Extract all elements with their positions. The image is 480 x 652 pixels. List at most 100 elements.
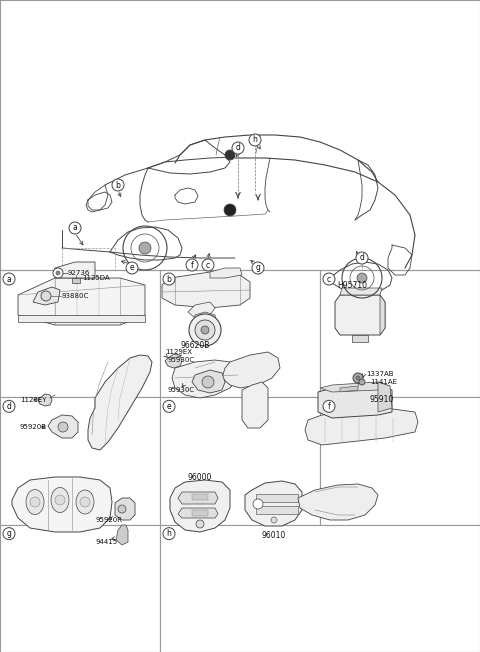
Circle shape bbox=[201, 326, 209, 334]
Circle shape bbox=[195, 320, 215, 340]
Circle shape bbox=[139, 242, 151, 254]
Polygon shape bbox=[340, 386, 358, 392]
Polygon shape bbox=[178, 508, 218, 518]
Polygon shape bbox=[188, 302, 215, 318]
Bar bbox=[0, 525, 160, 652]
Polygon shape bbox=[165, 354, 182, 368]
Text: 96000: 96000 bbox=[188, 473, 212, 482]
Text: g: g bbox=[7, 529, 12, 538]
Circle shape bbox=[112, 179, 124, 191]
Text: g: g bbox=[255, 263, 261, 273]
Polygon shape bbox=[48, 415, 78, 438]
Circle shape bbox=[118, 505, 126, 513]
Text: 95910: 95910 bbox=[370, 396, 394, 404]
Polygon shape bbox=[256, 506, 298, 514]
Text: e: e bbox=[130, 263, 134, 273]
Polygon shape bbox=[18, 315, 145, 322]
Circle shape bbox=[196, 520, 204, 528]
Polygon shape bbox=[192, 510, 208, 516]
Circle shape bbox=[232, 142, 244, 154]
Circle shape bbox=[359, 379, 365, 385]
Polygon shape bbox=[242, 382, 268, 428]
Circle shape bbox=[224, 204, 236, 216]
Text: f: f bbox=[191, 261, 193, 269]
Text: 93880C: 93880C bbox=[62, 293, 89, 299]
Circle shape bbox=[80, 497, 90, 507]
Polygon shape bbox=[38, 394, 52, 406]
Text: a: a bbox=[7, 274, 12, 284]
Circle shape bbox=[53, 268, 63, 278]
Circle shape bbox=[202, 376, 214, 388]
Bar bbox=[160, 270, 320, 397]
Polygon shape bbox=[12, 477, 112, 532]
Polygon shape bbox=[222, 352, 280, 388]
Polygon shape bbox=[116, 525, 128, 545]
Circle shape bbox=[202, 259, 214, 271]
Text: h: h bbox=[252, 136, 257, 145]
Polygon shape bbox=[172, 360, 238, 398]
Circle shape bbox=[163, 400, 175, 412]
Polygon shape bbox=[192, 370, 225, 393]
Circle shape bbox=[3, 273, 15, 285]
Polygon shape bbox=[305, 408, 418, 445]
Polygon shape bbox=[210, 268, 242, 278]
Text: b: b bbox=[167, 274, 171, 284]
Polygon shape bbox=[245, 481, 302, 526]
Polygon shape bbox=[88, 355, 152, 450]
Text: H95710: H95710 bbox=[337, 280, 367, 289]
Text: f: f bbox=[328, 402, 330, 411]
Bar bbox=[0, 270, 160, 397]
Polygon shape bbox=[115, 498, 135, 520]
Text: d: d bbox=[236, 143, 240, 153]
Circle shape bbox=[253, 499, 263, 509]
Bar bbox=[320, 270, 480, 397]
Text: 95930C: 95930C bbox=[168, 357, 195, 363]
Circle shape bbox=[3, 400, 15, 412]
Polygon shape bbox=[318, 385, 392, 418]
Polygon shape bbox=[352, 335, 368, 342]
Polygon shape bbox=[256, 494, 298, 502]
Polygon shape bbox=[192, 494, 208, 500]
Polygon shape bbox=[18, 278, 145, 325]
Text: d: d bbox=[360, 254, 364, 263]
Bar bbox=[160, 397, 320, 525]
Text: 94415: 94415 bbox=[95, 539, 117, 545]
Polygon shape bbox=[335, 295, 385, 335]
Polygon shape bbox=[380, 295, 385, 335]
Text: 92736: 92736 bbox=[68, 270, 90, 276]
Circle shape bbox=[126, 262, 138, 274]
Text: 95920B: 95920B bbox=[20, 424, 47, 430]
Circle shape bbox=[41, 291, 51, 301]
Text: 96620B: 96620B bbox=[180, 340, 210, 349]
Circle shape bbox=[30, 497, 40, 507]
Circle shape bbox=[56, 271, 60, 275]
Bar bbox=[320, 397, 480, 525]
Circle shape bbox=[353, 373, 363, 383]
Text: h: h bbox=[167, 529, 171, 538]
Polygon shape bbox=[320, 382, 390, 392]
Circle shape bbox=[323, 273, 335, 285]
Circle shape bbox=[163, 527, 175, 540]
Circle shape bbox=[271, 517, 277, 523]
Circle shape bbox=[163, 273, 175, 285]
Text: e: e bbox=[167, 402, 171, 411]
Polygon shape bbox=[55, 262, 95, 278]
Circle shape bbox=[357, 273, 367, 283]
Circle shape bbox=[186, 259, 198, 271]
Text: 96010: 96010 bbox=[262, 531, 286, 539]
Polygon shape bbox=[33, 287, 60, 305]
Circle shape bbox=[356, 376, 360, 380]
Polygon shape bbox=[178, 492, 218, 504]
Text: c: c bbox=[206, 261, 210, 269]
Text: 95920R: 95920R bbox=[95, 517, 122, 523]
Text: 1141AE: 1141AE bbox=[370, 379, 397, 385]
Polygon shape bbox=[340, 288, 382, 295]
Text: 95930C: 95930C bbox=[168, 387, 195, 393]
Circle shape bbox=[252, 262, 264, 274]
Polygon shape bbox=[194, 312, 216, 325]
Polygon shape bbox=[72, 278, 80, 283]
Polygon shape bbox=[170, 480, 230, 532]
Circle shape bbox=[356, 252, 368, 264]
Text: a: a bbox=[72, 224, 77, 233]
Circle shape bbox=[189, 314, 221, 346]
